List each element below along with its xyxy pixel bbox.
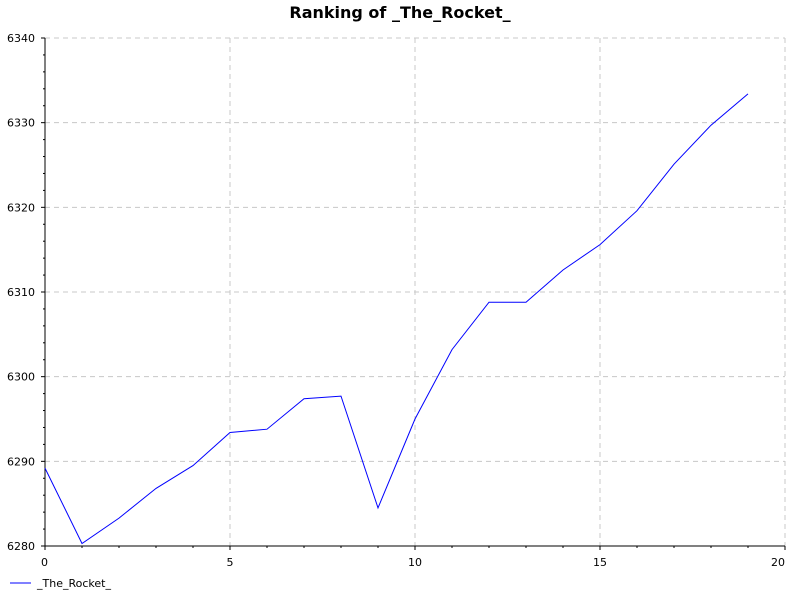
x-tick-label: 5 xyxy=(227,556,234,569)
legend-label: _The_Rocket_ xyxy=(36,577,111,590)
chart-title: Ranking of _The_Rocket_ xyxy=(289,3,510,22)
x-tick-label: 0 xyxy=(41,556,48,569)
x-tick-label: 15 xyxy=(593,556,607,569)
series-line-0 xyxy=(44,93,749,545)
y-tick-label: 6340 xyxy=(7,32,35,45)
series-lines xyxy=(44,93,749,545)
y-tick-label: 6300 xyxy=(7,371,35,384)
x-tick-label: 20 xyxy=(771,556,785,569)
y-tick-label: 6280 xyxy=(7,540,35,553)
tick-labels: 0 5 10 15 20 6280 6290 6300 6310 6320 6330 6340 xyxy=(7,32,785,569)
axes xyxy=(41,37,786,550)
legend: _The_Rocket_ xyxy=(10,577,111,590)
y-tick-label: 6310 xyxy=(7,286,35,299)
y-tick-label: 6320 xyxy=(7,201,35,214)
x-tick-label: 10 xyxy=(408,556,422,569)
grid xyxy=(45,37,786,546)
y-tick-label: 6290 xyxy=(7,455,35,468)
y-tick-label: 6330 xyxy=(7,117,35,130)
